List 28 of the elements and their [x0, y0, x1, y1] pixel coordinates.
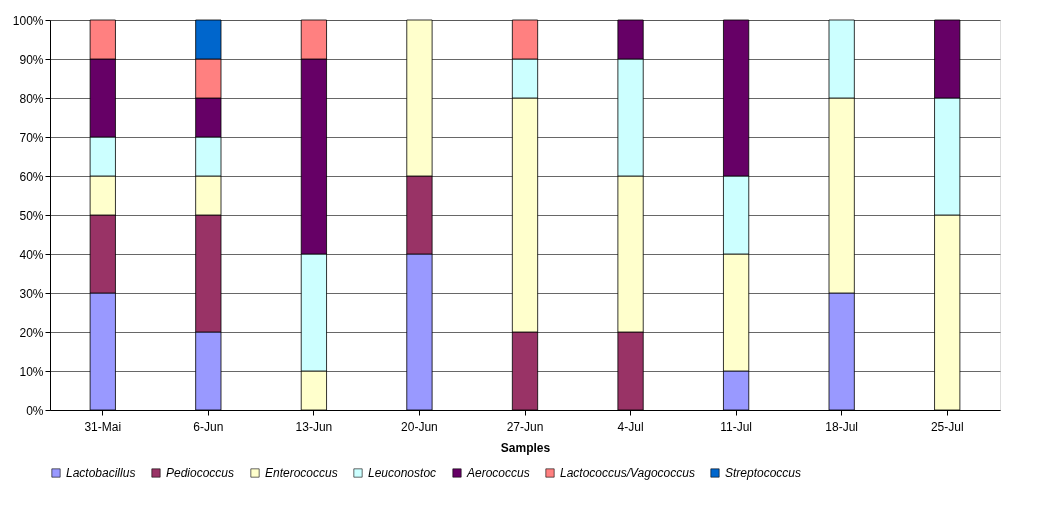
x-tick-label: 27-Jun — [506, 419, 544, 434]
x-tick-label: 18-Jul — [825, 419, 859, 434]
legend-label: Lactobacillus — [66, 466, 136, 480]
y-tick-label: 70% — [19, 130, 44, 145]
legend-label: Pediococcus — [166, 466, 235, 480]
x-tick-label: 20-Jun — [401, 419, 438, 434]
legend-label: Lactococcus/Vagococcus — [560, 466, 695, 480]
y-tick-label: 20% — [19, 325, 44, 340]
legend-label: Leuconostoc — [368, 466, 437, 480]
y-tick-label: 0% — [26, 403, 44, 418]
x-tick-label: 11-Jul — [720, 419, 753, 434]
x-tick-label: 4-Jul — [617, 419, 644, 434]
y-tick-label: 10% — [19, 364, 44, 379]
y-tick-label: 30% — [19, 286, 44, 301]
legend-label: Streptococcus — [725, 466, 802, 480]
x-tick-label: 13-Jun — [295, 419, 333, 434]
x-tick-label: 31-Mai — [84, 419, 122, 434]
y-tick-label: 50% — [19, 208, 44, 223]
x-tick-label: 6-Jun — [193, 419, 224, 434]
y-tick-label: 80% — [19, 91, 44, 106]
legend-label: Aerococcus — [466, 466, 530, 480]
legend-label: Enterococcus — [265, 466, 338, 480]
y-tick-label: 100% — [12, 13, 44, 28]
y-tick-label: 40% — [19, 247, 44, 262]
y-tick-label: 60% — [19, 169, 44, 184]
x-axis-title: Samples — [500, 440, 551, 455]
x-tick-label: 25-Jul — [930, 419, 964, 434]
y-tick-label: 90% — [19, 52, 44, 67]
